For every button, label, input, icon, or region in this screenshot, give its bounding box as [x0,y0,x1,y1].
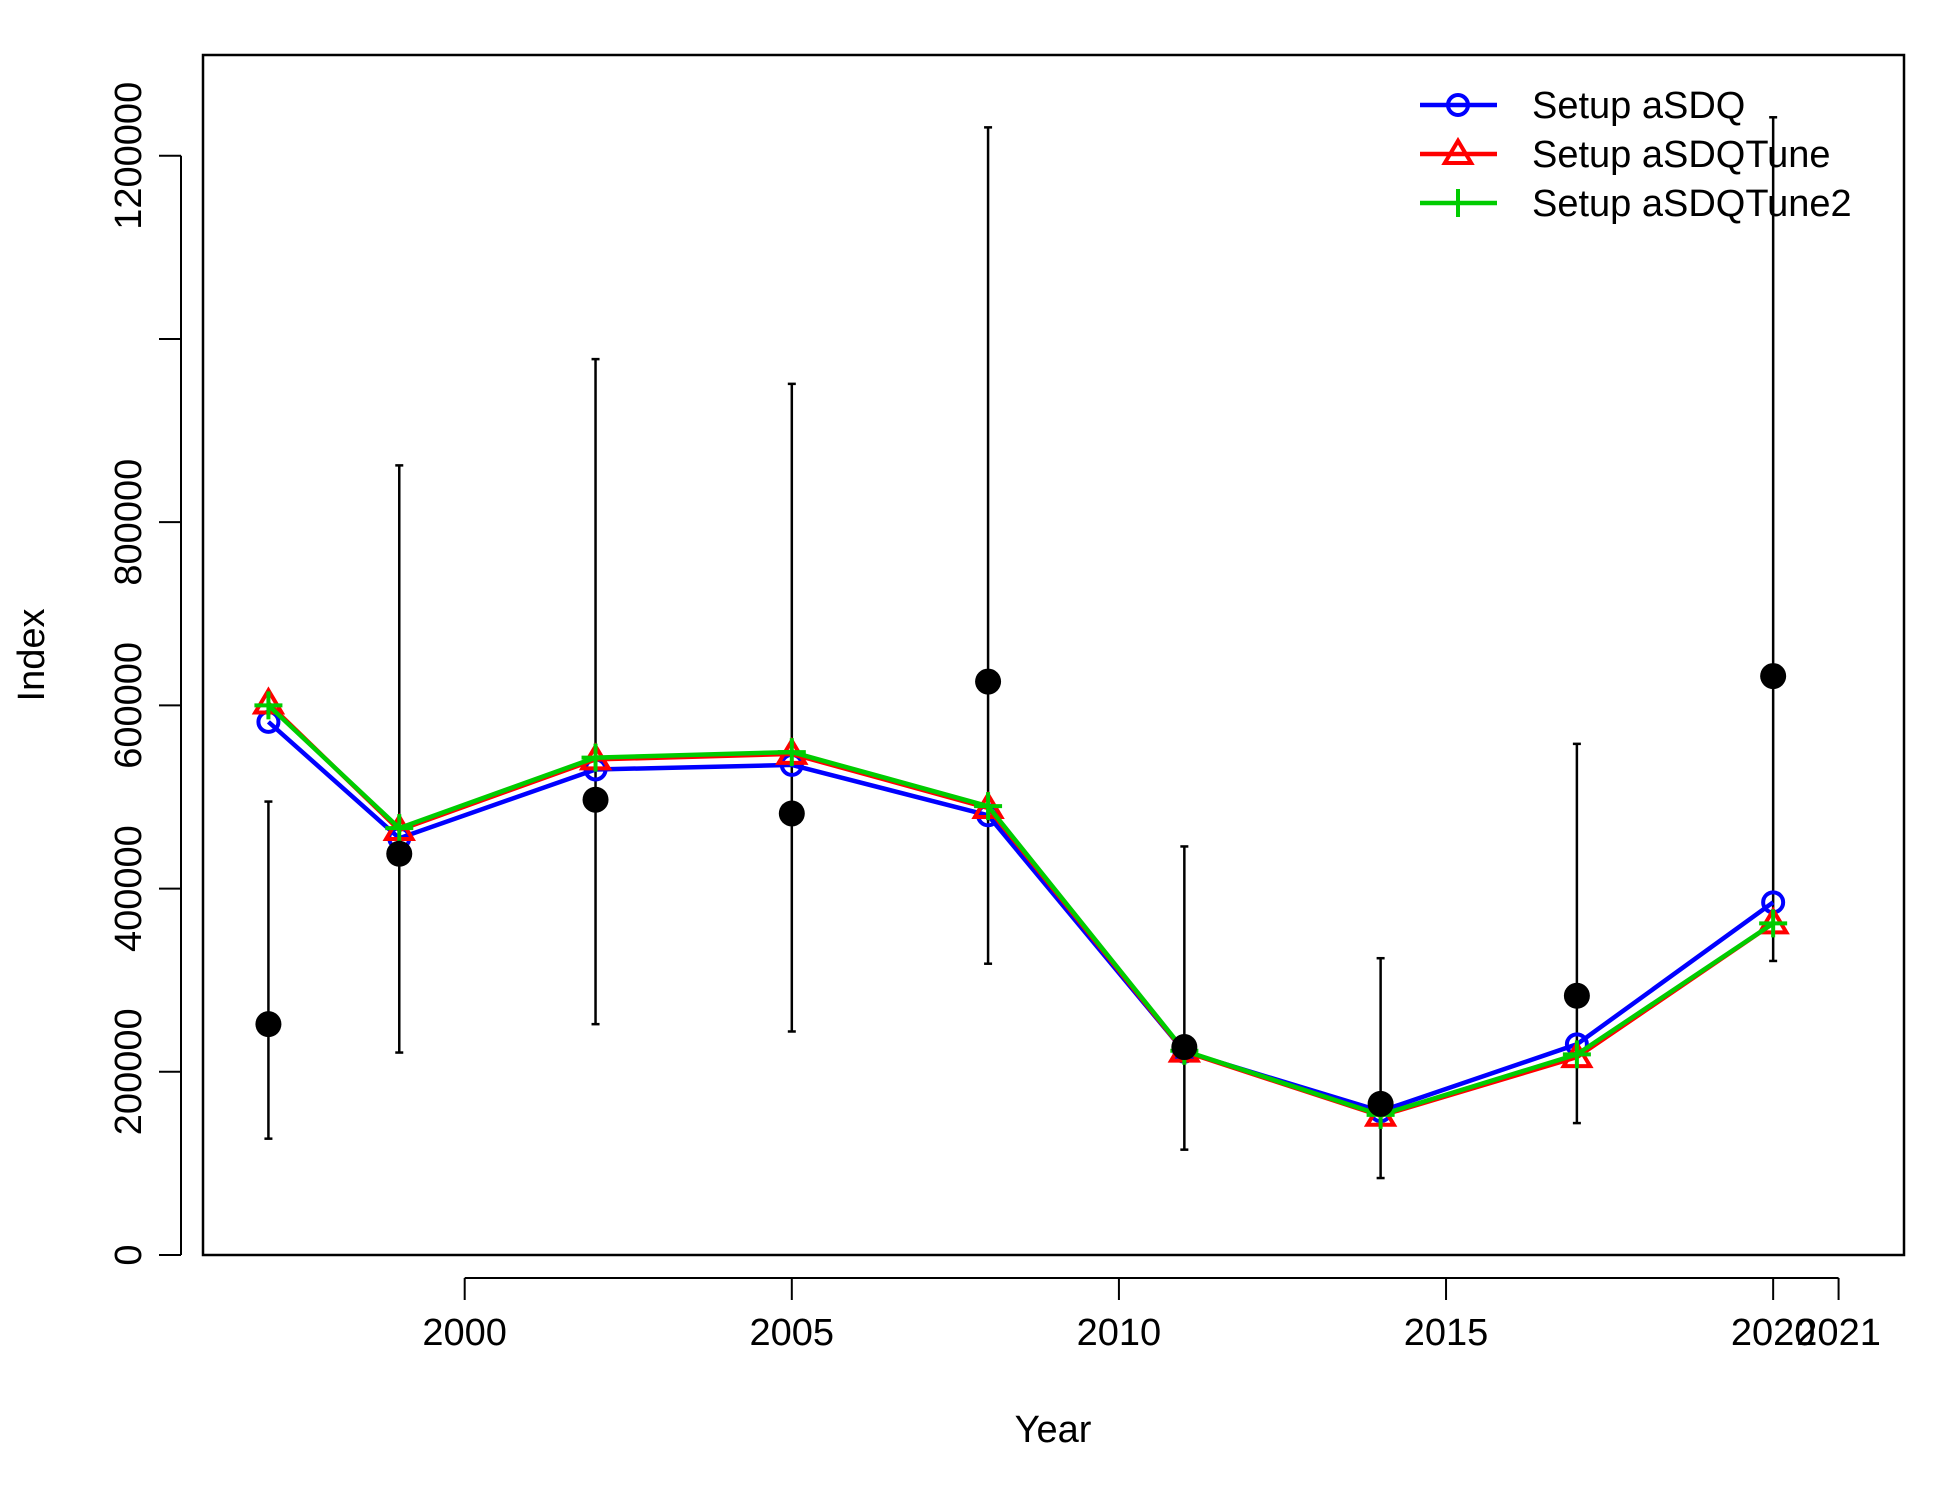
observed-point [582,786,609,813]
observed-point [778,800,805,827]
series-line [266,720,1775,1114]
observed-point [386,840,413,867]
legend-label: Setup aSDQTune2 [1532,183,1852,225]
error-bars [264,116,1778,1180]
x-axis-title: Year [1015,1409,1092,1451]
plot-frame [201,53,1906,1257]
y-axis: 0 200000 400000 600000 800000 1200000 [108,82,182,1266]
x-tick-label: 2005 [750,1312,835,1354]
legend-label: Setup aSDQTune [1532,134,1831,176]
y-tick-label: 200000 [108,1008,150,1135]
observed-point [1171,1034,1198,1061]
y-tick-label: 1200000 [108,82,150,230]
legend-item: Setup aSDQTune2 [1420,183,1852,225]
y-tick-label: 0 [108,1244,150,1265]
series-point-plus [1759,909,1788,938]
observed-point [255,1011,282,1038]
y-axis-title: Index [11,609,53,702]
legend: Setup aSDQ Setup aSDQTune Setup aSDQTune2 [1420,85,1852,225]
x-tick-label: 2000 [422,1312,507,1354]
x-tick-label: 2010 [1077,1312,1162,1354]
y-tick-label: 600000 [108,642,150,769]
series-point-plus [1444,189,1472,217]
x-tick-label: 2015 [1404,1312,1489,1354]
series-lines [251,686,1790,1129]
series-point-plus [385,814,414,843]
series-point-plus [581,743,610,772]
series-point-plus [974,792,1003,821]
y-tick-label: 800000 [108,459,150,586]
series-point-plus [777,738,806,767]
legend-label: Setup aSDQ [1532,85,1745,127]
x-tick-label: 2021 [1796,1312,1881,1354]
series-plus [254,691,1788,1129]
observed-point [1563,982,1590,1009]
observed-point [1367,1090,1394,1117]
series-point-plus [1562,1040,1591,1069]
observed-point [1760,663,1787,690]
series-point-plus [254,691,283,720]
legend-item: Setup aSDQ [1420,85,1745,127]
series-point-circle [1446,93,1470,117]
observed-point [975,668,1002,695]
y-tick-label: 400000 [108,825,150,952]
series-point-triangle [1441,136,1475,165]
observed-points [255,663,1787,1117]
x-tick-label: 2020 [1731,1312,1816,1354]
legend-item: Setup aSDQTune [1420,134,1831,176]
